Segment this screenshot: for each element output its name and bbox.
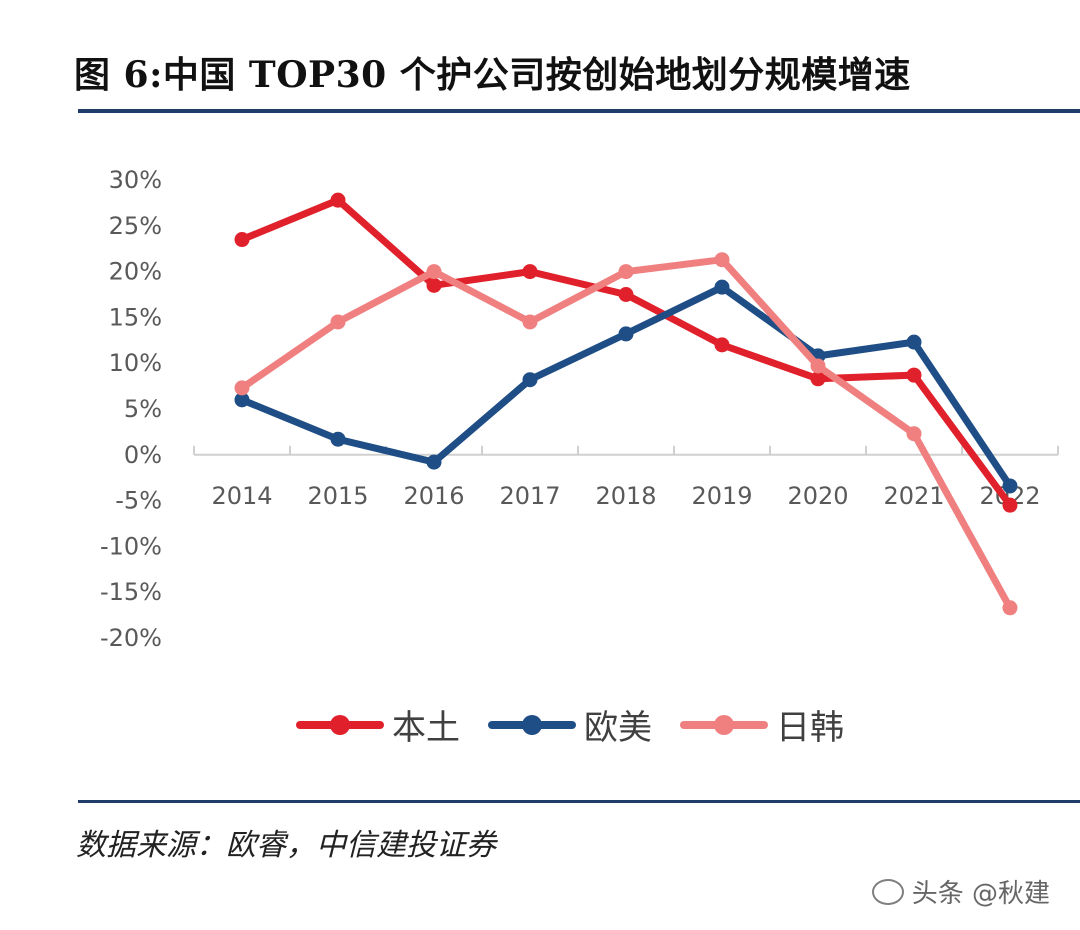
series-japan-korea-point xyxy=(234,380,250,396)
series-western-line xyxy=(238,283,1014,490)
y-tick-label: -10% xyxy=(100,532,162,560)
legend-label-western: 欧美 xyxy=(584,708,652,748)
legend-swatch-japan-korea xyxy=(680,714,768,735)
series-local-point xyxy=(714,337,730,353)
legend-item-japan-korea: 日韩 xyxy=(680,700,844,749)
y-tick-label: 10% xyxy=(109,349,162,377)
series-japan-korea-point xyxy=(810,358,826,374)
series-japan-korea-point xyxy=(522,314,538,330)
series-western-point xyxy=(1002,478,1018,494)
series-local-point xyxy=(618,287,634,302)
x-tick-label: 2014 xyxy=(211,482,272,510)
legend-item-western: 欧美 xyxy=(488,700,652,749)
series-japan-korea-point xyxy=(330,314,346,330)
y-tick-label: 25% xyxy=(109,212,162,240)
series-local-point xyxy=(234,232,250,248)
series-japan-korea-point xyxy=(714,252,730,268)
series-western-point xyxy=(426,454,442,470)
series-western-point xyxy=(714,279,730,295)
series-western-point xyxy=(906,334,922,350)
series-japan-korea-line xyxy=(238,256,1014,612)
series-local-point xyxy=(906,367,922,383)
y-tick-label: 15% xyxy=(109,303,162,331)
series-western-point xyxy=(618,326,634,342)
x-tick-label: 2020 xyxy=(787,482,848,510)
axis-layer: 30% 25% 20% 15% 10% 5% 0% -5% -10% -15% -20% 2014 20… xyxy=(100,166,1059,652)
y-tick-label: 30% xyxy=(109,166,162,194)
series-western-point xyxy=(234,392,250,408)
legend-swatch-local xyxy=(296,714,384,735)
figure-title: 图 6:中国 TOP30 个护公司按创始地划分规模增速 xyxy=(74,54,911,96)
x-tick-label: 2019 xyxy=(691,482,752,510)
x-tick-label: 2018 xyxy=(595,482,656,510)
watermark: 头条 @秋建 xyxy=(871,873,1050,910)
y-tick-label: 20% xyxy=(109,258,162,286)
y-tick-label: -15% xyxy=(100,578,162,606)
title-rule xyxy=(78,109,1080,113)
line-chart: 30% 25% 20% 15% 10% 5% 0% -5% -10% -15% -20% 2014 20… xyxy=(100,166,1059,652)
footer-rule xyxy=(78,800,1080,803)
y-tick-label: 5% xyxy=(124,395,162,423)
legend-swatch-western xyxy=(488,714,576,735)
x-tick-label: 2016 xyxy=(403,482,464,510)
watermark-text: 头条 @秋建 xyxy=(911,879,1050,909)
wechat-icon xyxy=(871,878,904,905)
series-japan-korea-point xyxy=(906,426,922,442)
series-japan-korea-point xyxy=(618,264,634,280)
series-local-point xyxy=(522,264,538,280)
series-local-point xyxy=(330,192,346,208)
x-tick-label: 2021 xyxy=(883,482,944,510)
series-local-point xyxy=(810,371,826,387)
legend-label-local: 本土 xyxy=(392,708,460,748)
series-western-point xyxy=(330,431,346,447)
source-note: 数据来源：欧睿，中信建投证券 xyxy=(76,828,496,863)
y-tick-label: -5% xyxy=(115,487,162,515)
legend-label-japan-korea: 日韩 xyxy=(776,708,844,748)
series-local-point xyxy=(1002,497,1018,513)
series-western-point xyxy=(522,372,538,388)
series-local-line xyxy=(238,196,1014,509)
series-japan-korea-point xyxy=(426,264,442,280)
series-japan-korea-point xyxy=(1002,600,1018,616)
y-tick-label: 0% xyxy=(124,441,162,469)
series-local-point xyxy=(426,277,442,293)
x-tick-label: 2017 xyxy=(499,482,560,510)
legend: 本土 欧美 日韩 xyxy=(296,700,844,749)
x-tick-label: 2015 xyxy=(307,482,368,510)
series-layer xyxy=(234,192,1018,616)
y-tick-label: -20% xyxy=(100,624,162,652)
legend-item-local: 本土 xyxy=(296,700,460,749)
